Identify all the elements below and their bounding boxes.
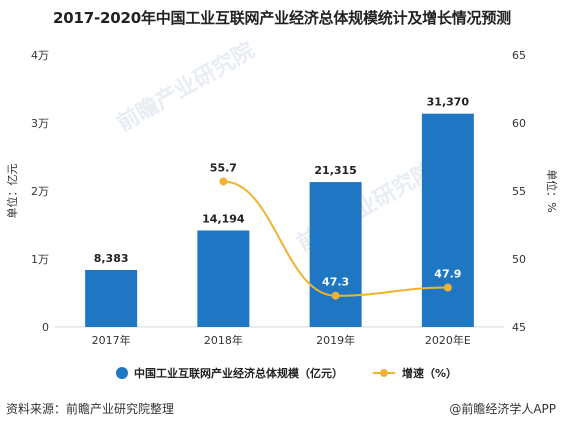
line-point (331, 291, 340, 300)
y-left-tick-label: 4万 (31, 49, 49, 62)
x-tick-label: 2019年 (316, 333, 355, 347)
y-right-tick-label: 55 (512, 185, 526, 198)
y-right-tick-label: 45 (512, 321, 526, 334)
bar (309, 182, 362, 327)
bar (85, 269, 138, 327)
line-data-label: 47.3 (322, 276, 349, 289)
x-tick-label: 2018年 (204, 333, 243, 347)
bar (421, 113, 474, 328)
y-left-tick-label: 1万 (31, 253, 49, 266)
y-left-tick-label: 0 (42, 321, 49, 334)
y-left-tick-label: 2万 (31, 185, 49, 198)
chart-title: 2017-2020年中国工业互联网产业经济总体规模统计及增长情况预测 (53, 9, 511, 27)
legend-line-label: 增速（%） (402, 366, 457, 380)
bar-data-label: 14,194 (202, 212, 245, 225)
source-note: 资料来源：前瞻产业研究院整理 (6, 402, 175, 416)
y-left-tick-label: 3万 (31, 117, 49, 130)
legend-line-marker (380, 369, 388, 377)
bar (197, 230, 250, 327)
bar-data-label: 8,383 (94, 252, 129, 265)
x-tick-label: 2020年E (425, 333, 471, 347)
y-left-axis-title: 单位：亿元 (5, 164, 19, 219)
y-right-tick-label: 50 (512, 253, 526, 266)
line-series-path (223, 180, 448, 297)
brand-credit: @前瞻经济学人APP (449, 402, 556, 416)
y-right-axis-title: 单位：% (545, 169, 559, 212)
legend-bar-label: 中国工业互联网产业经济总体规模（亿元） (134, 366, 343, 380)
legend-bar-swatch (116, 367, 128, 379)
line-point (219, 177, 228, 186)
x-tick-label: 2017年 (92, 333, 131, 347)
line-data-label: 55.7 (210, 161, 237, 174)
line-data-label: 47.9 (434, 268, 461, 281)
bar-data-label: 21,315 (314, 164, 356, 177)
bar-data-label: 31,370 (427, 96, 470, 109)
y-right-tick-label: 65 (512, 49, 526, 62)
y-right-tick-label: 60 (512, 117, 526, 130)
line-point (443, 283, 452, 292)
